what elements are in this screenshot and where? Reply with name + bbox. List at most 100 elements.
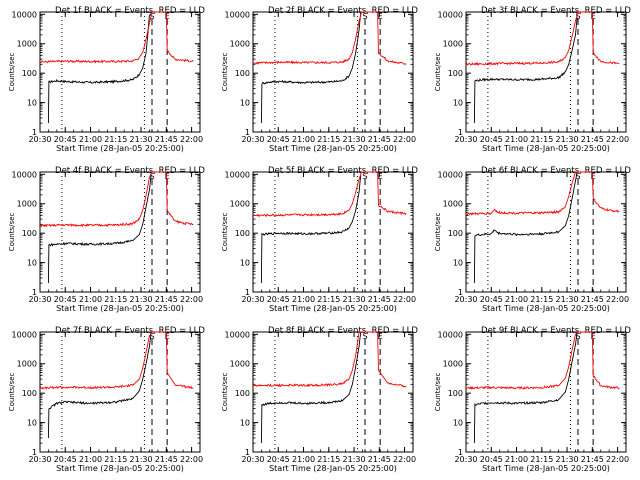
- panel-det-2: Det 2f BLACK = Events, RED = LLD 1 10 100 10…: [221, 6, 418, 153]
- marker-label: S: [362, 332, 367, 341]
- x-tick-label: 21:45: [368, 135, 391, 144]
- y-tick-label: 1000: [230, 40, 250, 49]
- x-tick-label: 21:15: [317, 135, 340, 144]
- y-tick-label: 100: [235, 389, 250, 398]
- panel-title: Det 4f BLACK = Events, RED = LLD: [55, 166, 205, 176]
- y-tick-label: 10000: [225, 170, 250, 179]
- panel-title: Det 6f BLACK = Events, RED = LLD: [481, 166, 631, 176]
- x-tick-label: 20:30: [241, 455, 264, 464]
- plot-frame: [39, 11, 201, 133]
- lld-series-line: [466, 332, 619, 389]
- y-tick-label: 10000: [438, 170, 463, 179]
- x-tick-label: 21:45: [155, 295, 178, 304]
- y-tick-label: 100: [448, 229, 463, 238]
- lld-series-line: [466, 172, 619, 215]
- x-tick-label: 21:15: [104, 295, 127, 304]
- y-axis-label: Counts/sec: [434, 213, 442, 252]
- x-tick-label: 21:30: [130, 295, 153, 304]
- y-tick-label: 10: [27, 259, 37, 268]
- x-tick-label: 20:45: [267, 295, 290, 304]
- x-tick-label: 20:30: [454, 455, 477, 464]
- y-tick-label: 1000: [443, 200, 463, 209]
- marker-label: E: [378, 172, 383, 181]
- plot-frame: [39, 171, 201, 293]
- x-tick-label: 20:30: [241, 295, 264, 304]
- x-tick-label: 22:00: [180, 455, 203, 464]
- marker-label: E: [591, 172, 596, 181]
- y-tick-label: 100: [235, 229, 250, 238]
- x-tick-label: 22:00: [606, 455, 629, 464]
- marker-label: S: [575, 172, 580, 181]
- x-axis-label: Start Time (28-Jan-05 20:25:00): [56, 304, 184, 313]
- y-tick-label: 1: [245, 128, 250, 137]
- x-tick-label: 21:45: [368, 455, 391, 464]
- y-axis-label: Counts/sec: [434, 53, 442, 92]
- lld-series-line: [40, 12, 193, 63]
- marker-label: E: [165, 332, 170, 341]
- marker-label: E: [378, 12, 383, 21]
- y-tick-label: 100: [235, 69, 250, 78]
- y-axis-label: Counts/sec: [221, 53, 229, 92]
- marker-label: E: [165, 12, 170, 21]
- y-tick-label: 1: [32, 448, 37, 457]
- events-series-line: [474, 17, 577, 123]
- y-tick-label: 10: [240, 99, 250, 108]
- y-tick-label: 10000: [12, 170, 37, 179]
- y-axis-label: Counts/sec: [8, 213, 16, 252]
- x-tick-label: 21:00: [505, 455, 528, 464]
- x-tick-label: 21:30: [343, 135, 366, 144]
- x-tick-label: 20:45: [480, 295, 503, 304]
- x-tick-label: 21:00: [79, 295, 102, 304]
- x-tick-label: 21:00: [79, 455, 102, 464]
- panel-det-6: Det 6f BLACK = Events, RED = LLD 1 10 100 10…: [434, 166, 631, 313]
- x-axis-label: Start Time (28-Jan-05 20:25:00): [56, 464, 184, 473]
- x-axis-label: Start Time (28-Jan-05 20:25:00): [269, 464, 397, 473]
- y-tick-label: 1: [32, 128, 37, 137]
- panel-det-9: Det 9f BLACK = Events, RED = LLD 1 10 100 10…: [434, 326, 631, 473]
- y-tick-label: 1000: [17, 40, 37, 49]
- x-tick-label: 21:00: [79, 135, 102, 144]
- panel-title: Det 3f BLACK = Events, RED = LLD: [481, 6, 631, 16]
- x-tick-label: 22:00: [606, 135, 629, 144]
- x-tick-label: 21:30: [556, 295, 579, 304]
- marker-label: E: [591, 332, 596, 341]
- y-tick-label: 10: [240, 419, 250, 428]
- x-axis-label: Start Time (28-Jan-05 20:25:00): [269, 144, 397, 153]
- x-tick-label: 21:30: [130, 135, 153, 144]
- y-tick-label: 1000: [17, 360, 37, 369]
- marker-label: S: [149, 172, 154, 181]
- plot-frame: [39, 331, 201, 453]
- y-tick-label: 10: [453, 259, 463, 268]
- x-tick-label: 20:30: [28, 455, 51, 464]
- lld-series-line: [466, 12, 619, 65]
- x-tick-label: 20:30: [28, 135, 51, 144]
- y-tick-label: 10000: [225, 330, 250, 339]
- y-axis-label: Counts/sec: [221, 373, 229, 412]
- marker-label: S: [149, 12, 154, 21]
- plot-frame: [252, 331, 414, 453]
- plot-frame: [465, 331, 627, 453]
- x-tick-label: 20:45: [54, 135, 77, 144]
- lld-series-line: [40, 332, 193, 389]
- y-tick-label: 1000: [443, 40, 463, 49]
- y-tick-label: 100: [22, 389, 37, 398]
- x-axis-label: Start Time (28-Jan-05 20:25:00): [269, 304, 397, 313]
- panel-title: Det 8f BLACK = Events, RED = LLD: [268, 326, 418, 336]
- x-tick-label: 22:00: [393, 135, 416, 144]
- panel-title: Det 1f BLACK = Events, RED = LLD: [55, 6, 205, 16]
- x-tick-label: 20:30: [454, 135, 477, 144]
- x-axis-label: Start Time (28-Jan-05 20:25:00): [56, 144, 184, 153]
- y-tick-label: 10000: [12, 10, 37, 19]
- x-tick-label: 22:00: [393, 455, 416, 464]
- y-tick-label: 10000: [225, 10, 250, 19]
- x-axis-label: Start Time (28-Jan-05 20:25:00): [482, 144, 610, 153]
- y-axis-label: Counts/sec: [8, 373, 16, 412]
- panel-det-1: Det 1f BLACK = Events, RED = LLD 1 10 100 10…: [8, 6, 205, 153]
- plot-frame: [465, 11, 627, 133]
- y-tick-label: 1: [458, 288, 463, 297]
- panel-title: Det 7f BLACK = Events, RED = LLD: [55, 326, 205, 336]
- x-tick-label: 21:15: [317, 455, 340, 464]
- x-tick-label: 20:45: [54, 455, 77, 464]
- x-tick-label: 21:45: [581, 455, 604, 464]
- x-tick-label: 22:00: [393, 295, 416, 304]
